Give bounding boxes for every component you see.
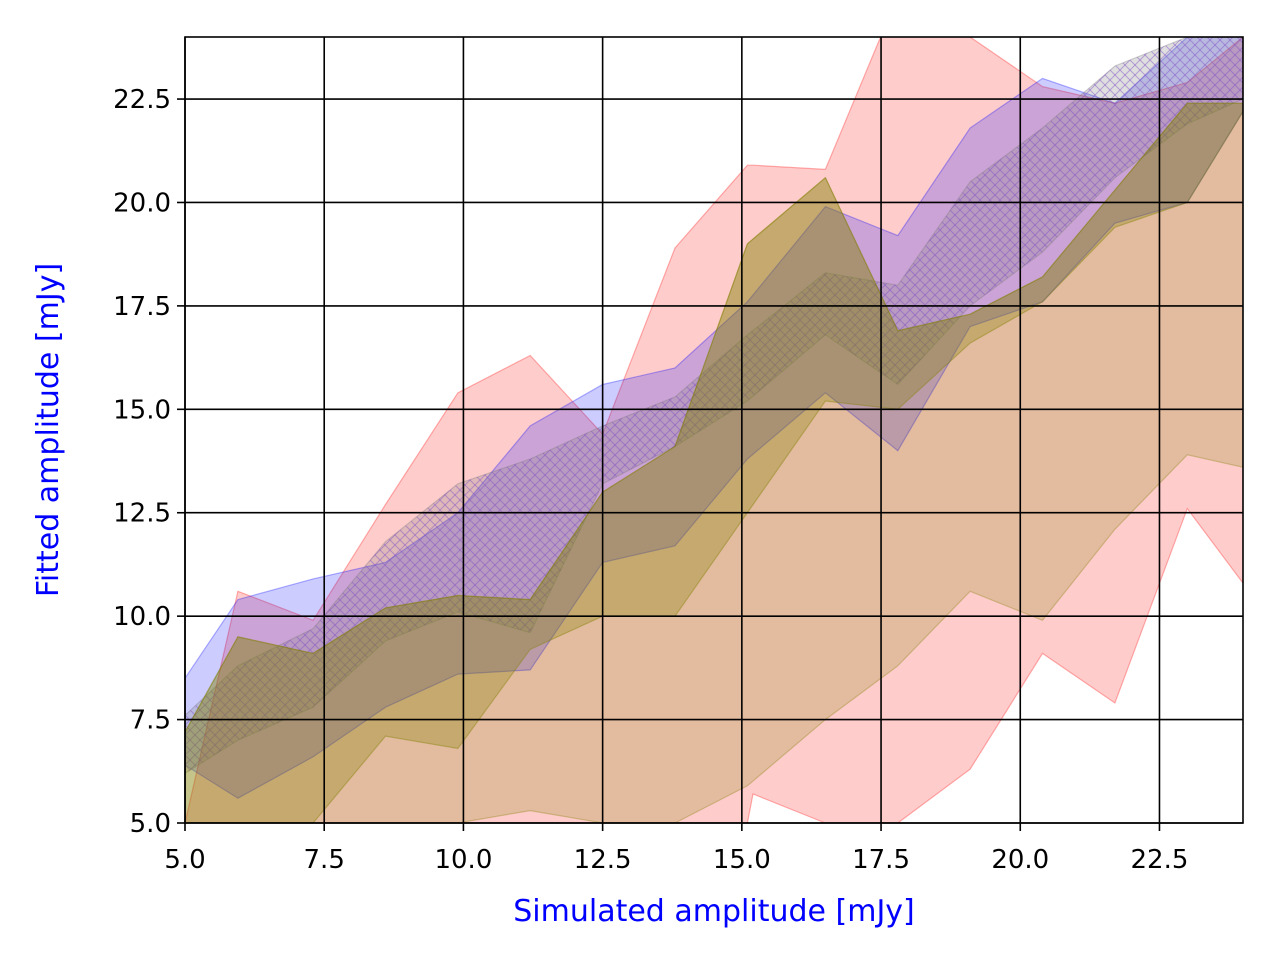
band-layer — [185, 37, 1243, 823]
y-tick-label: 22.5 — [113, 85, 171, 115]
y-tick-label: 12.5 — [113, 499, 171, 529]
y-tick-label: 20.0 — [113, 188, 171, 218]
x-axis-title: Simulated amplitude [mJy] — [513, 894, 915, 929]
band-series-2-hatch — [185, 37, 1243, 774]
plot-frame — [184, 36, 1244, 824]
y-tick-label: 5.0 — [130, 809, 171, 839]
x-tick-label: 12.5 — [574, 845, 632, 875]
x-tick-label: 5.0 — [164, 845, 205, 875]
x-tick-layer: 5.0 7.5 10.0 12.5 15.0 17.5 20.0 22.5 — [164, 823, 1188, 875]
y-tick-label: 10.0 — [113, 602, 171, 632]
x-tick-label: 17.5 — [852, 845, 910, 875]
x-tick-label: 20.0 — [991, 845, 1049, 875]
band-series-3 — [185, 102, 1243, 823]
y-tick-layer: 5.0 7.5 10.0 12.5 15.0 17.5 20.0 22.5 — [113, 85, 185, 839]
y-tick-label: 17.5 — [113, 292, 171, 322]
x-tick-label: 22.5 — [1131, 845, 1189, 875]
x-tick-label: 15.0 — [713, 845, 771, 875]
y-tick-label: 15.0 — [113, 395, 171, 425]
y-axis-title: Fitted amplitude [mJy] — [31, 263, 66, 597]
y-tick-label: 7.5 — [130, 706, 171, 736]
x-tick-label: 7.5 — [304, 845, 345, 875]
band-series-4 — [185, 102, 1243, 823]
x-tick-label: 10.0 — [434, 845, 492, 875]
